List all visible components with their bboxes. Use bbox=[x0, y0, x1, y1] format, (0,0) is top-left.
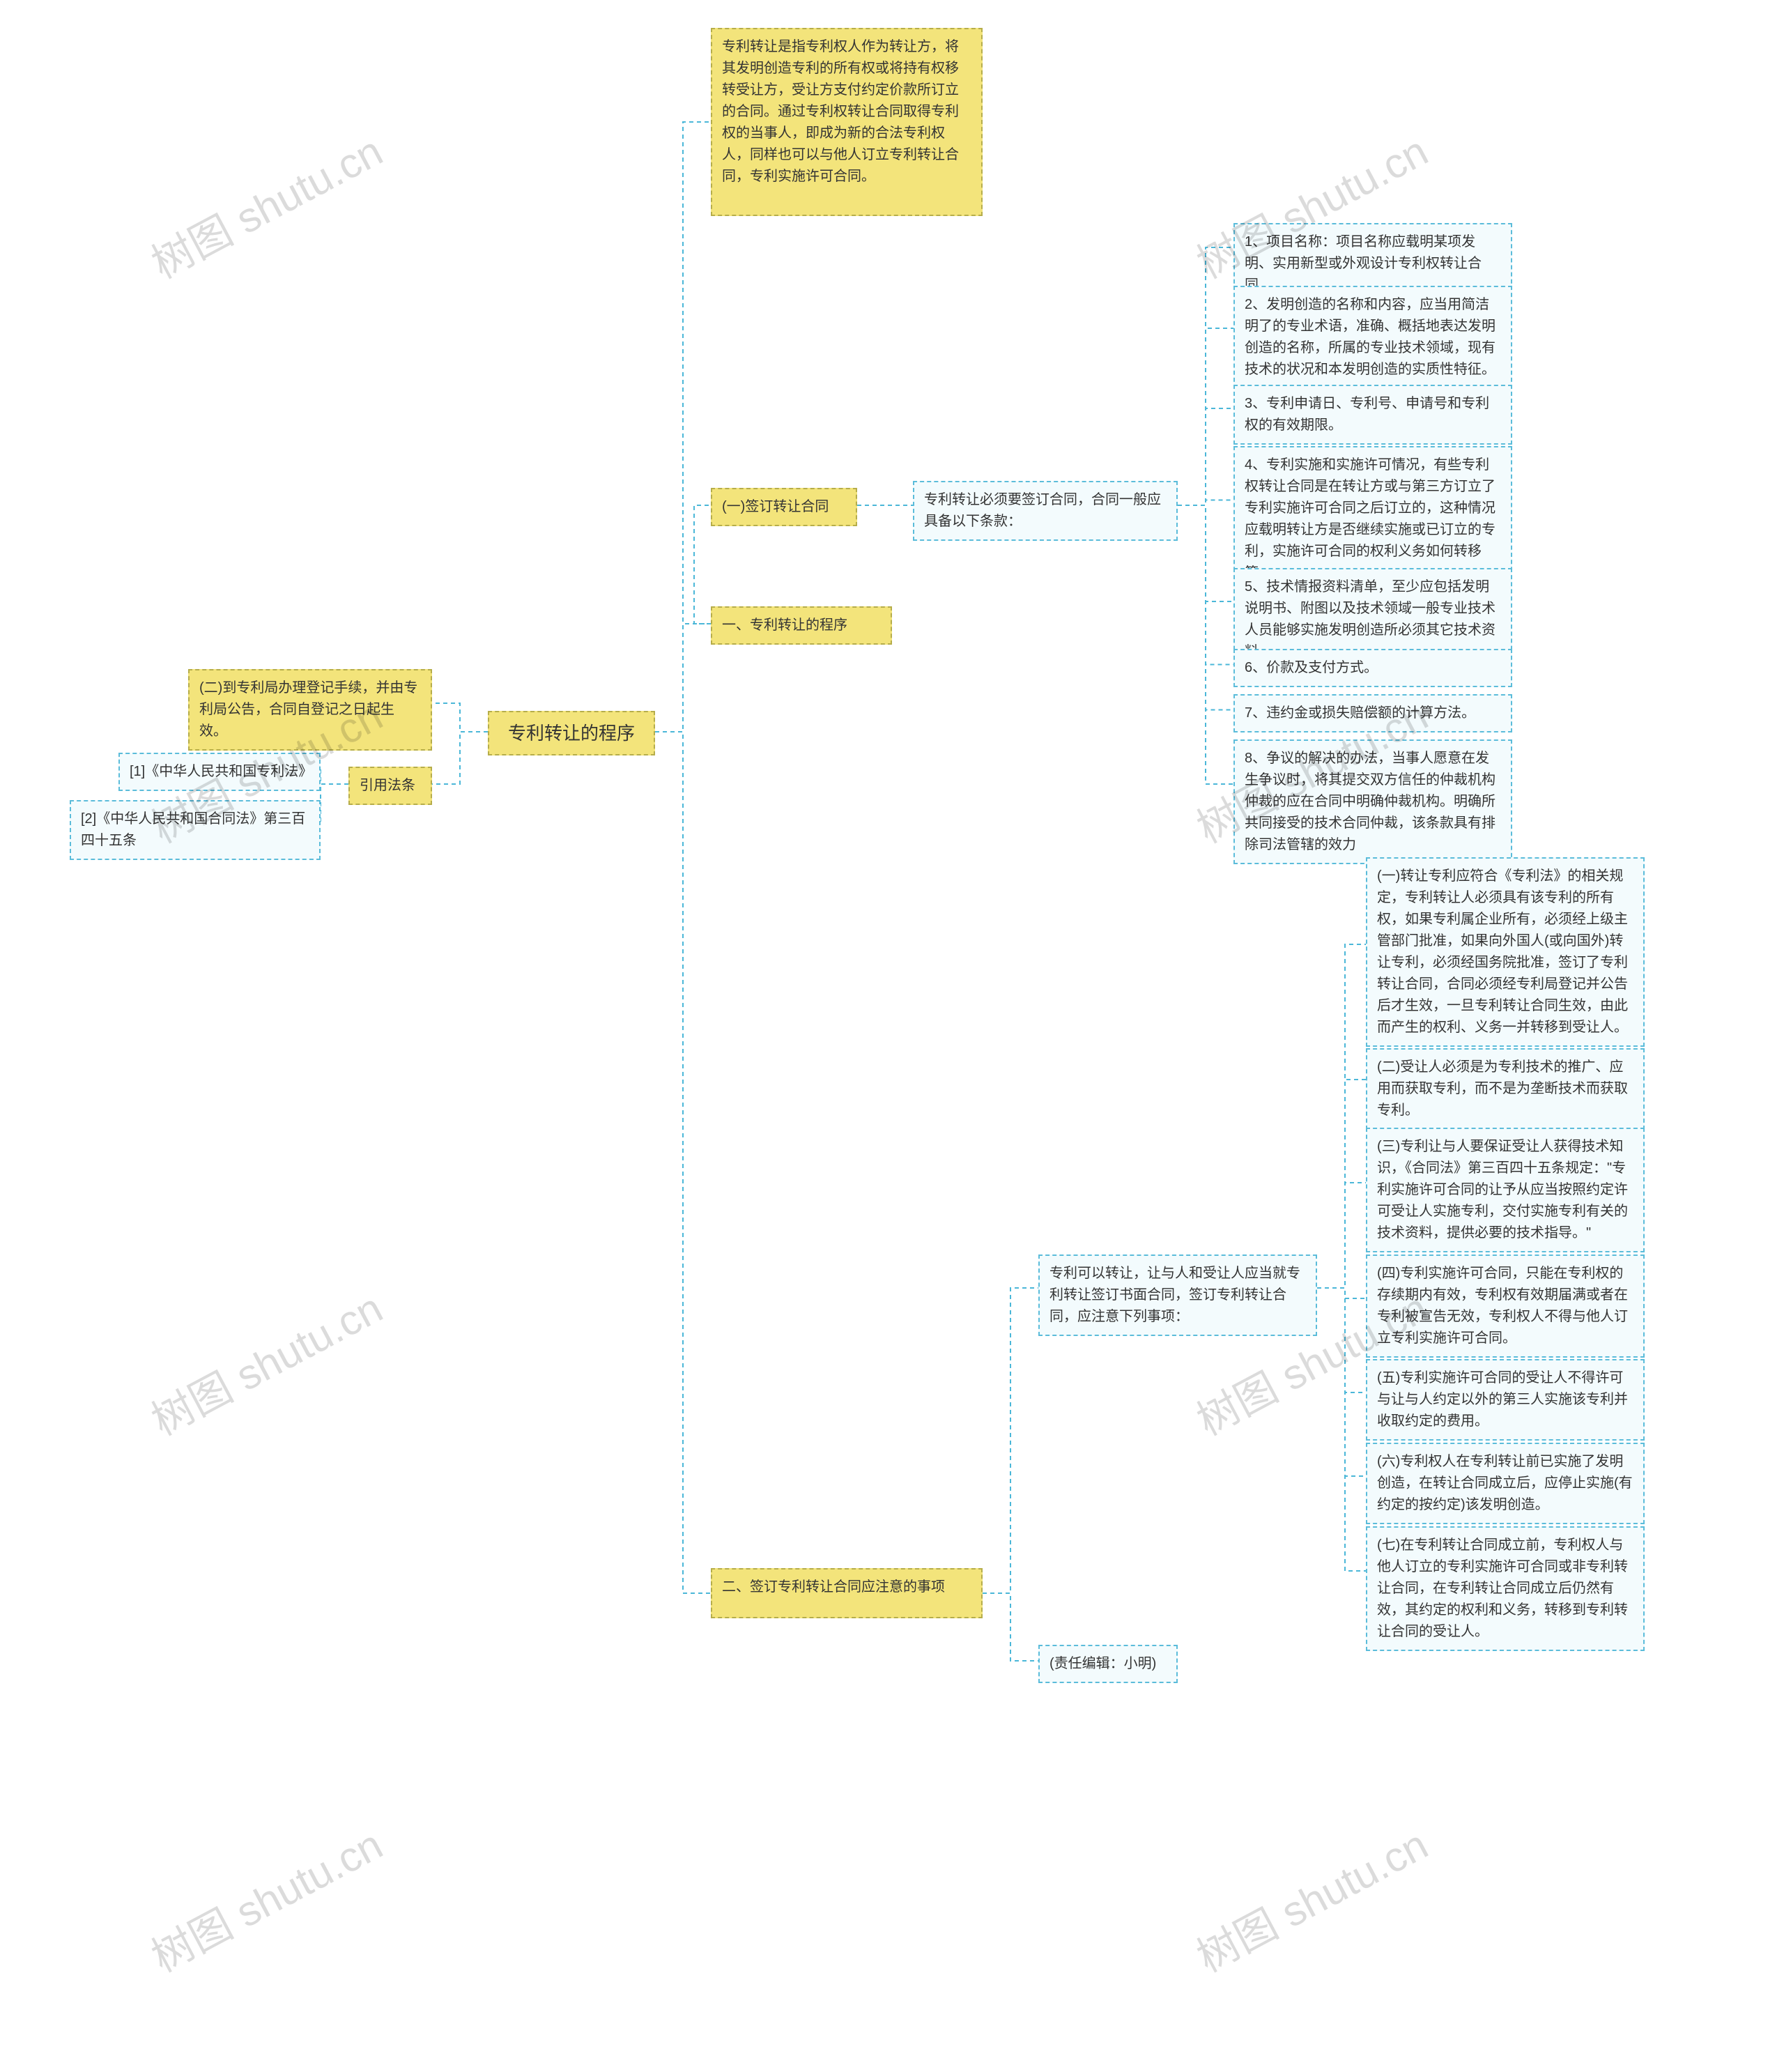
edge-sec1a_intro-c7 bbox=[1178, 505, 1233, 710]
edge-sec1-sec1a bbox=[694, 505, 711, 624]
node-n2: (二)受让人必须是为专利技术的推广、应用而获取专利，而不是为垄断技术而获取专利。 bbox=[1366, 1048, 1645, 1130]
edge-sec2-sec2_intro bbox=[983, 1288, 1038, 1593]
edge-sec2-editor bbox=[983, 1593, 1038, 1661]
node-n7: (七)在专利转让合同成立前，专利权人与他人订立的专利实施许可合同或非专利转让合同… bbox=[1366, 1526, 1645, 1651]
edge-sec2_intro-n7 bbox=[1317, 1288, 1366, 1571]
node-n6: (六)专利权人在专利转让前已实施了发明创造，在转让合同成立后，应停止实施(有约定… bbox=[1366, 1443, 1645, 1524]
edge-sec1a_intro-c4 bbox=[1178, 500, 1233, 506]
node-n4: (四)专利实施许可合同，只能在专利权的存续期内有效，专利权有效期届满或者在专利被… bbox=[1366, 1254, 1645, 1358]
node-c6: 6、价款及支付方式。 bbox=[1233, 649, 1512, 687]
edge-laws-law2 bbox=[321, 784, 348, 823]
edge-sec2_intro-n6 bbox=[1317, 1288, 1366, 1476]
edge-root-sec1 bbox=[655, 624, 711, 732]
node-sec1: 一、专利转让的程序 bbox=[711, 606, 892, 645]
edge-sec1a_intro-c5 bbox=[1178, 505, 1233, 601]
node-root: 专利转让的程序 bbox=[488, 711, 655, 755]
watermark: 树图 shutu.cn bbox=[139, 1811, 392, 1983]
edge-sec2_intro-n1 bbox=[1317, 944, 1366, 1288]
edge-root-laws bbox=[432, 732, 488, 784]
edge-sec1a_intro-c2 bbox=[1178, 328, 1233, 505]
edge-sec1a_intro-c6 bbox=[1178, 505, 1233, 665]
edge-sec1a_intro-c1 bbox=[1178, 247, 1233, 505]
node-sec1a: (一)签订转让合同 bbox=[711, 488, 857, 526]
node-c7: 7、违约金或损失赔偿额的计算方法。 bbox=[1233, 694, 1512, 732]
watermark: 树图 shutu.cn bbox=[1185, 1811, 1437, 1983]
edge-sec2_intro-n3 bbox=[1317, 1183, 1366, 1288]
node-laws: 引用法条 bbox=[348, 767, 432, 805]
edge-sec2_intro-n5 bbox=[1317, 1288, 1366, 1392]
node-law2: [2]《中华人民共和国合同法》第三百四十五条 bbox=[70, 800, 321, 860]
edge-sec2_intro-n4 bbox=[1317, 1288, 1366, 1298]
node-c2: 2、发明创造的名称和内容，应当用简洁明了的专业术语，准确、概括地表达发明创造的名… bbox=[1233, 286, 1512, 389]
edge-root-intro bbox=[655, 122, 711, 732]
node-editor: (责任编辑：小明) bbox=[1038, 1645, 1178, 1683]
node-sec2_intro: 专利可以转让，让与人和受让人应当就专利转让签订书面合同，签订专利转让合同，应注意… bbox=[1038, 1254, 1317, 1336]
node-n1: (一)转让专利应符合《专利法》的相关规定，专利转让人必须具有该专利的所有权，如果… bbox=[1366, 857, 1645, 1047]
node-n5: (五)专利实施许可合同的受让人不得许可与让与人约定以外的第三人实施该专利并收取约… bbox=[1366, 1359, 1645, 1441]
node-c8: 8、争议的解决的办法，当事人愿意在发生争议时，将其提交双方信任的仲裁机构仲裁的应… bbox=[1233, 739, 1512, 864]
node-c3: 3、专利申请日、专利号、申请号和专利权的有效期限。 bbox=[1233, 385, 1512, 445]
node-sec1b: (二)到专利局办理登记手续，并由专利局公告，合同自登记之日起生效。 bbox=[188, 669, 432, 751]
edge-sec1a_intro-c3 bbox=[1178, 408, 1233, 505]
edge-sec2_intro-n2 bbox=[1317, 1080, 1366, 1288]
watermark: 树图 shutu.cn bbox=[139, 1275, 392, 1447]
node-sec1a_intro: 专利转让必须要签订合同，合同一般应具备以下条款： bbox=[913, 481, 1178, 541]
node-law1: [1]《中华人民共和国专利法》 bbox=[118, 753, 321, 791]
edge-sec1a_intro-c8 bbox=[1178, 505, 1233, 784]
watermark: 树图 shutu.cn bbox=[139, 118, 392, 290]
edge-root-sec2 bbox=[655, 732, 711, 1593]
node-sec2: 二、签订专利转让合同应注意的事项 bbox=[711, 1568, 983, 1618]
node-n3: (三)专利让与人要保证受让人获得技术知识，《合同法》第三百四十五条规定："专利实… bbox=[1366, 1128, 1645, 1252]
node-intro: 专利转让是指专利权人作为转让方，将其发明创造专利的所有权或将持有权移转受让方，受… bbox=[711, 28, 983, 216]
edge-laws-law1 bbox=[321, 769, 348, 784]
edge-root-sec1b bbox=[432, 703, 488, 732]
